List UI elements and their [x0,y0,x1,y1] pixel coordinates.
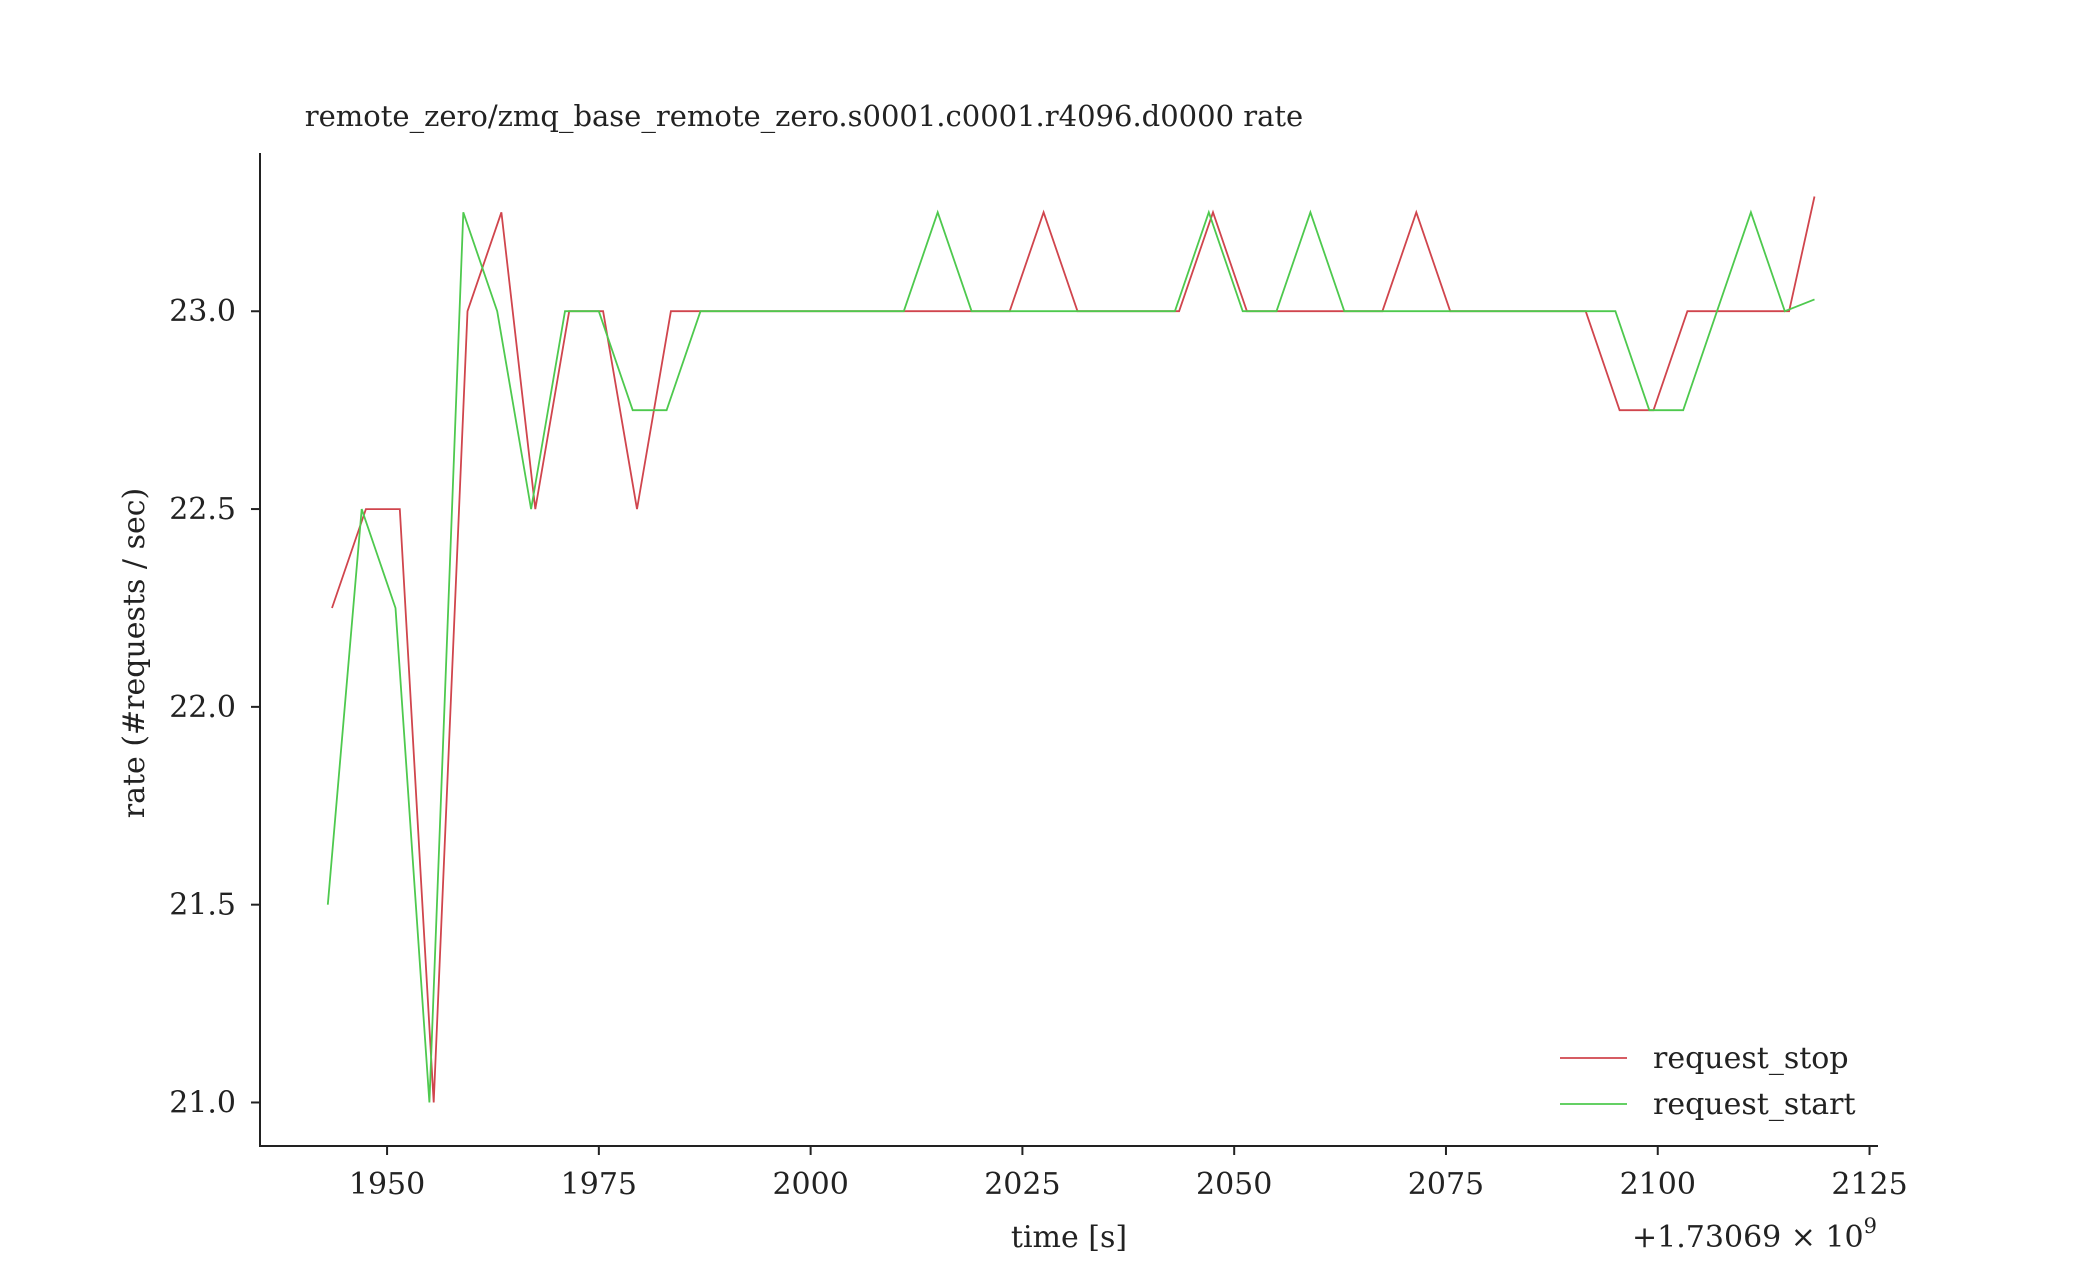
x-offset-exponent: 9 [1864,1214,1877,1238]
x-tick-label: 2000 [772,1167,848,1202]
y-tick-label: 22.5 [169,492,236,527]
x-tick-label: 1950 [349,1167,425,1202]
x-axis-label: time [s] [1011,1220,1127,1255]
series-line-request-stop [331,196,1816,1103]
chart-title: remote_zero/zmq_base_remote_zero.s0001.c… [305,99,1303,134]
x-tick-label: 2050 [1196,1167,1272,1202]
legend-label: request_stop [1653,1041,1849,1076]
x-tick-label: 2025 [984,1167,1060,1202]
y-ticks: 21.0 21.5 22.0 22.5 23.0 [169,294,260,1120]
y-tick-label: 21.5 [169,888,236,923]
y-tick-label: 21.0 [169,1085,236,1120]
y-tick-label: 22.0 [169,690,236,725]
x-tick-label: 2125 [1831,1167,1907,1202]
x-offset-label: +1.73069 × 109 [1632,1214,1877,1255]
series-layer [326,196,1816,1103]
legend-label: request_start [1653,1087,1856,1122]
legend: request_stop request_start [1560,1041,1856,1122]
y-axis-label: rate (#requests / sec) [117,488,152,818]
series-line-request-start [326,209,1815,1103]
x-offset-base: +1.73069 × 10 [1632,1220,1864,1255]
x-tick-label: 1975 [561,1167,637,1202]
x-ticks: 1950 1975 2000 2025 2050 2075 2100 2125 [349,1146,1908,1202]
x-tick-label: 2100 [1620,1167,1696,1202]
y-tick-label: 23.0 [169,294,236,329]
x-tick-label: 2075 [1408,1167,1484,1202]
